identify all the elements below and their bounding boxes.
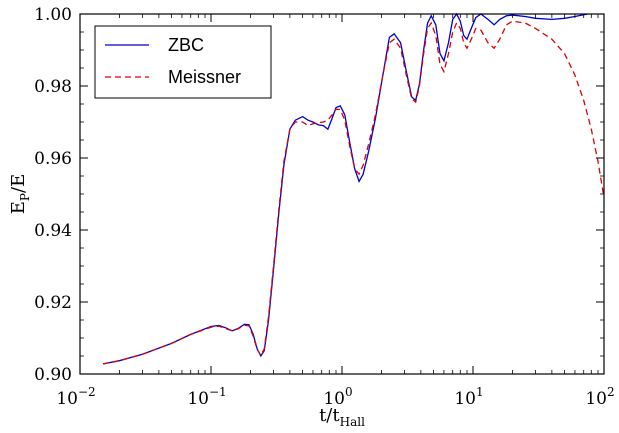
y-tick-label: 0.94 — [34, 221, 72, 241]
legend-label-meissner: Meissner — [168, 67, 241, 87]
series-line-meissner — [102, 20, 605, 365]
x-tick-label-exp: 2 — [607, 385, 615, 399]
y-tick-label: 1.00 — [34, 5, 72, 25]
x-tick-label: 10−2 — [56, 385, 95, 409]
x-tick-label: 100 — [323, 385, 352, 409]
x-tick-label: 102 — [585, 385, 614, 409]
x-tick-label-base: 10 — [454, 389, 476, 409]
y-axis-ticks: 0.90 0.92 0.94 0.96 0.98 1.00 — [34, 5, 604, 385]
x-axis-label: t/tHall — [319, 405, 365, 429]
x-tick-label: 10−1 — [187, 385, 226, 409]
y-tick-label: 0.96 — [34, 149, 72, 169]
x-tick-label-exp: −2 — [78, 385, 96, 399]
x-tick-label-base: 10 — [323, 389, 345, 409]
y-tick-label: 0.98 — [34, 77, 72, 97]
x-tick-label: 101 — [454, 385, 483, 409]
x-tick-label-base: 10 — [187, 389, 209, 409]
x-tick-label-exp: 1 — [476, 385, 484, 399]
legend-label-zbc: ZBC — [168, 35, 204, 55]
x-axis-label-sub: Hall — [340, 415, 365, 429]
x-tick-label-exp: −1 — [209, 385, 227, 399]
y-tick-label: 0.90 — [34, 365, 72, 385]
y-axis-label-tail: /E — [8, 174, 29, 193]
y-tick-label: 0.92 — [34, 293, 72, 313]
x-axis-ticks: 10−2 10−1 100 101 102 — [56, 14, 615, 409]
legend: ZBC Meissner — [94, 25, 272, 99]
x-tick-label-base: 10 — [585, 389, 607, 409]
x-tick-label-base: 10 — [56, 389, 78, 409]
y-axis-label-sub: P — [18, 193, 32, 201]
legend-box — [94, 25, 272, 99]
x-tick-label-exp: 0 — [345, 385, 353, 399]
y-axis-label-main: E — [8, 201, 29, 214]
x-axis-label-main: t/t — [319, 405, 340, 426]
y-axis-label: EP/E — [8, 174, 32, 214]
